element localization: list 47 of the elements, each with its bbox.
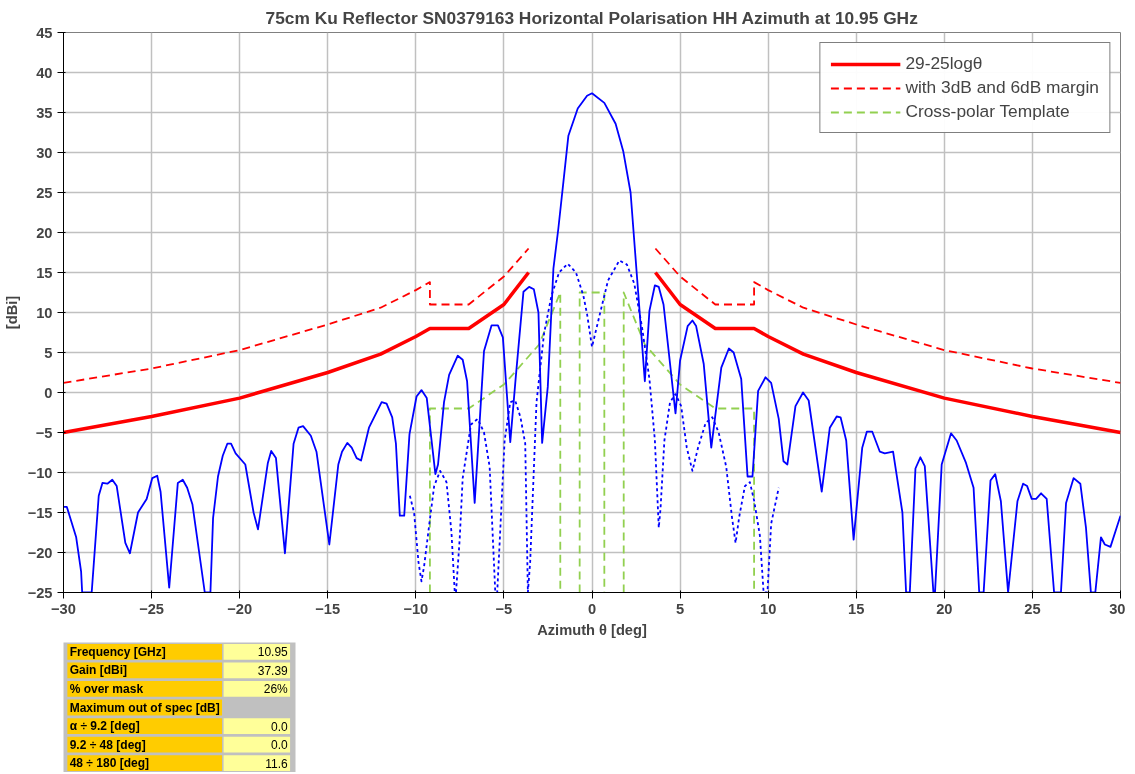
y-axis-title: [dBi] xyxy=(3,295,20,330)
text: 10.95 xyxy=(257,645,289,660)
y-tick-label: 20 xyxy=(36,224,53,241)
x-tick-label: −10 xyxy=(403,600,429,617)
y-tick-label: 15 xyxy=(36,264,53,281)
y-tick-label: 0 xyxy=(44,384,53,401)
text: % over mask xyxy=(69,681,144,696)
y-tick-label: −25 xyxy=(27,584,53,601)
x-tick-label: 30 xyxy=(1109,600,1126,617)
text: 37.39 xyxy=(257,663,289,678)
text: 9.2 ÷ 48 [deg] xyxy=(69,737,146,752)
y-tick-label: 40 xyxy=(36,64,53,81)
text: 11.6 xyxy=(265,756,289,771)
y-tick-label: −5 xyxy=(35,424,53,441)
x-tick-label: −5 xyxy=(495,600,513,617)
legend-label: 29-25logθ xyxy=(905,53,983,74)
x-tick-label: 15 xyxy=(848,600,865,617)
y-tick-label: −10 xyxy=(27,464,53,481)
y-tick-label: 5 xyxy=(44,344,53,361)
x-tick-label: 25 xyxy=(1024,600,1041,617)
x-tick-label: −30 xyxy=(51,600,76,617)
text: 26% xyxy=(263,681,289,696)
text: Frequency [GHz] xyxy=(69,644,166,659)
text: α ÷ 9.2 [deg] xyxy=(69,719,140,734)
text: 0.0 xyxy=(271,719,289,734)
x-tick-label: 10 xyxy=(760,600,777,617)
x-tick-label: −25 xyxy=(139,600,165,617)
y-tick-label: 45 xyxy=(36,24,53,41)
legend-label: with 3dB and 6dB margin xyxy=(905,77,1099,98)
legend-label: Cross-polar Template xyxy=(905,101,1070,122)
x-tick-label: 20 xyxy=(936,600,953,617)
chart-title: 75cm Ku Reflector SN0379163 Horizontal Polarisation HH Azimuth at 10.95 GHz xyxy=(265,7,919,28)
x-tick-label: −15 xyxy=(315,600,341,617)
text: Gain [dBi] xyxy=(69,663,128,678)
y-tick-label: 30 xyxy=(36,144,53,161)
x-tick-label: 0 xyxy=(587,600,597,617)
y-tick-label: −20 xyxy=(27,544,53,561)
y-tick-label: 10 xyxy=(36,304,53,321)
x-tick-label: −20 xyxy=(227,600,253,617)
x-tick-label: 5 xyxy=(676,600,685,617)
y-tick-label: 35 xyxy=(36,104,53,121)
y-tick-label: −15 xyxy=(27,504,53,521)
text: Maximum out of spec [dB] xyxy=(69,700,220,715)
x-axis-title: Azimuth θ [deg] xyxy=(537,621,647,638)
y-tick-label: 25 xyxy=(36,184,53,201)
text: 48 ÷ 180 [deg] xyxy=(69,756,149,771)
text: 0.0 xyxy=(271,738,289,753)
